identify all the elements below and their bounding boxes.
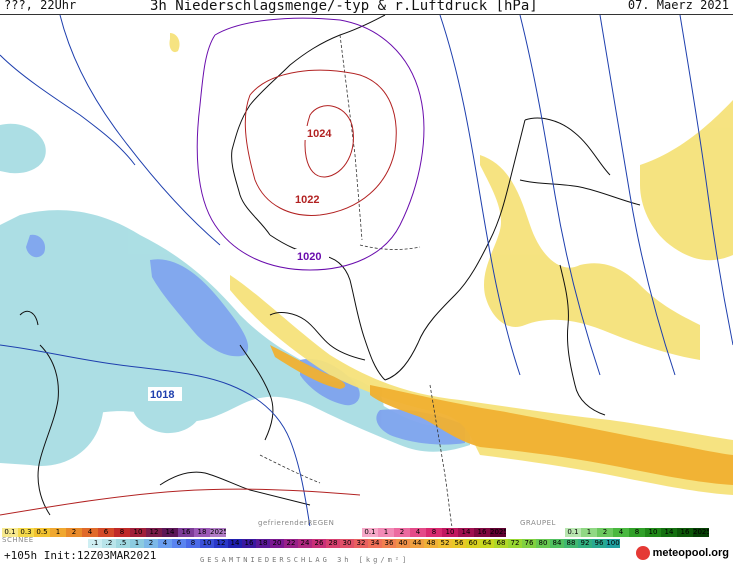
snow-swatch: 22: [284, 539, 298, 548]
rain-swatch: 1: [50, 528, 66, 537]
rain-swatch: 4: [82, 528, 98, 537]
borders: [259, 34, 453, 528]
snow-swatch: 36: [382, 539, 396, 548]
rain-swatch: 10: [130, 528, 146, 537]
isobar-label-1024: 1024: [307, 128, 332, 140]
snow-swatch: 84: [550, 539, 564, 548]
snow-swatch: 28: [326, 539, 340, 548]
rain-swatch: 2025+: [210, 528, 226, 537]
total-precip-label: GESAMTNIEDERSCHLAG 3h [kg/m²]: [200, 556, 410, 564]
rain-swatch: 0.1: [2, 528, 18, 537]
isobars: [0, 14, 733, 528]
graupel-swatch: 2: [597, 528, 613, 537]
snow-swatch: 6: [172, 539, 186, 548]
snow-swatch: 24: [298, 539, 312, 548]
snow-swatch: 30: [340, 539, 354, 548]
snow-swatch: 96: [592, 539, 606, 548]
snow-swatch: 18: [256, 539, 270, 548]
snow-swatch: 34: [368, 539, 382, 548]
snow-swatch: 14: [228, 539, 242, 548]
isobar-label-1020: 1020: [297, 251, 321, 263]
snow-title: SCHNEE: [2, 536, 34, 544]
graupel-swatch: 8: [629, 528, 645, 537]
frz_rain-swatch: 4: [410, 528, 426, 537]
snow-swatch: 92: [578, 539, 592, 548]
graupel-swatch: 14: [661, 528, 677, 537]
snow-scale: .1.2.5 1 2 4 6 8 10 12 14 16 18 20 22 24 26 28 30 32 34 36 4…: [88, 539, 620, 548]
snow-swatch: .2: [102, 539, 116, 548]
snow-swatch: 60: [466, 539, 480, 548]
graupel-swatch: 2025+: [693, 528, 709, 537]
snow-swatch: 8: [186, 539, 200, 548]
rain-swatch: 16: [178, 528, 194, 537]
snow-swatch: 20: [270, 539, 284, 548]
rain-swatch: 14: [162, 528, 178, 537]
init-time-label: +105h Init:12Z03MAR2021: [4, 549, 157, 562]
weather-map: 1024 1022 1020 1018: [0, 14, 733, 528]
frz_rain-swatch: 2: [394, 528, 410, 537]
snow-swatch: 16: [242, 539, 256, 548]
snow-swatch: 44: [410, 539, 424, 548]
date-label: 07. Maerz 2021: [627, 0, 729, 12]
snow-swatch: 26: [312, 539, 326, 548]
graupel-title: GRAUPEL: [520, 519, 556, 527]
graupel-swatch: 10: [645, 528, 661, 537]
frz_rain-swatch: 16: [474, 528, 490, 537]
meteopool-logo[interactable]: meteopool.org: [635, 546, 729, 560]
rain-swatch: 12: [146, 528, 162, 537]
snow-swatch: 12: [214, 539, 228, 548]
heavy-snow-areas: [26, 234, 465, 445]
snow-swatch: 2: [144, 539, 158, 548]
snow-swatch: 68: [494, 539, 508, 548]
snow-swatch: 32: [354, 539, 368, 548]
graupel-swatch: 16: [677, 528, 693, 537]
frz_rain-swatch: 8: [426, 528, 442, 537]
snow-swatch: 10: [200, 539, 214, 548]
snow-swatch: 80: [536, 539, 550, 548]
heavy-rain-areas: [270, 345, 733, 485]
snow-swatch: 56: [452, 539, 466, 548]
rain-swatch: 0.3: [18, 528, 34, 537]
isobar-labels: 1024 1022 1020 1018: [148, 126, 337, 401]
snow-swatch: 72: [508, 539, 522, 548]
frz_rain-swatch: 10: [442, 528, 458, 537]
chart-title: 3h Niederschlagsmenge/-typ & r.Luftdruck…: [150, 0, 538, 14]
valid-time-label: ???, 22Uhr: [4, 0, 77, 12]
isobar-label-1018: 1018: [150, 389, 174, 401]
isobar-label-1022: 1022: [295, 194, 319, 206]
map-canvas: 1024 1022 1020 1018: [0, 14, 733, 528]
snow-swatch: 100: [606, 539, 620, 548]
snow-swatch: 4: [158, 539, 172, 548]
frz_rain-swatch: 2025+: [490, 528, 506, 537]
rain-swatch: 8: [114, 528, 130, 537]
frz-rain-title: gefrierenderREGEN: [258, 519, 335, 527]
header: ???, 22Uhr 3h Niederschlagsmenge/-typ & …: [0, 0, 733, 14]
frz_rain-swatch: 1: [378, 528, 394, 537]
snow-swatch: 64: [480, 539, 494, 548]
rain-swatch: 0.5: [34, 528, 50, 537]
snow-swatch: .1: [88, 539, 102, 548]
snow-swatch: 88: [564, 539, 578, 548]
snow-swatch: 40: [396, 539, 410, 548]
graupel-swatch: 1: [581, 528, 597, 537]
snow-swatch: 52: [438, 539, 452, 548]
logo-icon: [635, 546, 650, 560]
graupel-swatch: 0.1: [565, 528, 581, 537]
snow-swatch: 76: [522, 539, 536, 548]
rain-swatch: 2: [66, 528, 82, 537]
frz_rain-swatch: 14: [458, 528, 474, 537]
rain-swatch: 18: [194, 528, 210, 537]
snow-swatch: 1: [130, 539, 144, 548]
frz_rain-swatch: 0.1: [362, 528, 378, 537]
snow-swatch: 48: [424, 539, 438, 548]
snow-swatch: .5: [116, 539, 130, 548]
graupel-swatch: 4: [613, 528, 629, 537]
logo-text: meteopool.org: [652, 547, 729, 559]
rain-swatch: 6: [98, 528, 114, 537]
